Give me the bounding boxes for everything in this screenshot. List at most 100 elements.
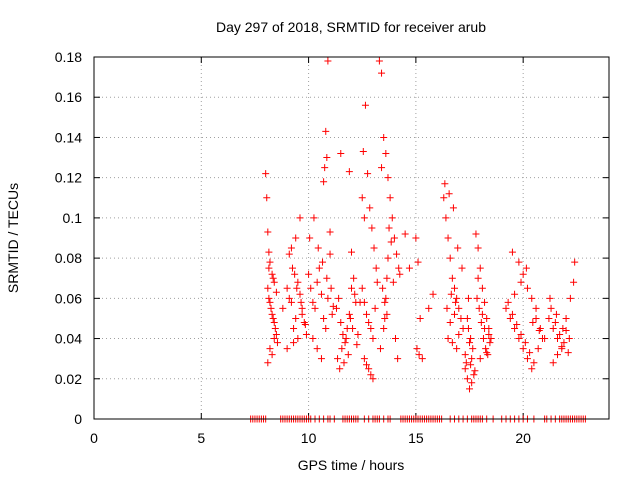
- data-point-marker: [453, 345, 461, 353]
- data-point-marker: [387, 238, 395, 246]
- data-point-marker: [519, 345, 527, 353]
- data-point-marker: [476, 264, 484, 272]
- data-point-marker: [391, 335, 399, 343]
- data-point-marker: [463, 375, 471, 383]
- y-tick-label: 0.18: [55, 49, 82, 65]
- data-point-marker: [337, 150, 345, 158]
- data-point-marker: [382, 150, 390, 158]
- data-point-marker: [504, 298, 512, 306]
- data-point-marker: [288, 264, 296, 272]
- data-point-marker: [382, 294, 390, 302]
- data-point-marker: [306, 234, 314, 242]
- data-point-marker: [396, 270, 404, 278]
- data-point-marker: [294, 278, 302, 286]
- data-point-marker: [487, 335, 495, 343]
- data-point-marker: [552, 310, 560, 318]
- data-point-marker: [508, 310, 516, 318]
- data-point-marker: [425, 304, 433, 312]
- data-point-marker: [320, 178, 328, 186]
- data-point-marker: [416, 314, 424, 322]
- data-point-marker: [273, 339, 281, 347]
- data-point-marker: [413, 345, 421, 353]
- data-point-marker: [272, 331, 280, 339]
- y-tick-label: 0.12: [55, 170, 82, 186]
- data-point-marker: [549, 325, 557, 332]
- x-tick-label: 10: [301, 430, 317, 446]
- data-point-marker: [262, 170, 270, 178]
- data-point-marker: [469, 345, 477, 353]
- data-point-marker: [441, 180, 449, 188]
- data-point-marker: [314, 244, 322, 252]
- data-point-marker: [378, 69, 386, 77]
- data-point-marker: [390, 234, 398, 242]
- data-point-marker: [384, 254, 392, 262]
- data-point-marker: [448, 274, 456, 282]
- data-point-marker: [335, 294, 343, 302]
- data-point-marker: [393, 250, 401, 258]
- data-point-marker: [547, 304, 555, 312]
- data-point-marker: [551, 318, 559, 326]
- data-point-marker: [513, 320, 521, 328]
- data-point-marker: [268, 270, 276, 278]
- data-point-marker: [328, 310, 336, 318]
- data-point-marker: [350, 274, 358, 282]
- data-point-marker: [287, 298, 295, 306]
- data-point-marker: [443, 304, 451, 312]
- data-point-marker: [324, 294, 332, 302]
- data-point-marker: [565, 335, 573, 343]
- data-point-marker: [279, 304, 287, 312]
- data-point-marker: [322, 127, 330, 135]
- data-point-marker: [485, 331, 493, 339]
- data-point-marker: [468, 355, 476, 363]
- data-point-marker: [272, 288, 280, 296]
- data-point-marker: [571, 258, 579, 266]
- data-point-marker: [559, 325, 567, 332]
- data-point-marker: [522, 264, 530, 272]
- data-point-marker: [454, 244, 462, 252]
- data-point-marker: [290, 325, 298, 332]
- data-point-marker: [519, 270, 527, 278]
- data-point-marker: [323, 154, 331, 162]
- data-point-marker: [307, 284, 315, 292]
- data-point-marker: [348, 284, 355, 292]
- data-point-marker: [370, 244, 378, 252]
- data-point-marker: [305, 270, 313, 278]
- data-point-marker: [457, 314, 465, 322]
- data-point-marker: [351, 290, 359, 298]
- data-point-marker: [475, 304, 483, 312]
- data-point-marker: [301, 320, 309, 328]
- data-point-marker: [452, 298, 460, 306]
- x-tick-labels: 0 5 10 15 20: [90, 430, 531, 446]
- data-point-marker: [476, 355, 484, 363]
- data-point-marker: [264, 359, 272, 367]
- data-point-marker: [345, 168, 353, 176]
- data-point-marker: [529, 318, 537, 326]
- data-point-marker: [302, 331, 310, 339]
- data-point-marker: [344, 351, 352, 359]
- data-point-marker: [415, 351, 423, 359]
- data-point-marker: [296, 290, 304, 298]
- data-point-marker: [556, 331, 564, 339]
- data-point-marker: [361, 101, 369, 109]
- data-point-marker: [364, 170, 372, 178]
- data-point-marker: [472, 230, 480, 238]
- data-point-marker: [477, 318, 485, 326]
- data-point-marker: [528, 294, 536, 302]
- data-point-marker: [468, 379, 476, 387]
- data-point-marker: [354, 331, 362, 339]
- data-point-marker: [378, 164, 386, 172]
- data-point-marker: [266, 298, 274, 306]
- data-point-marker: [386, 194, 394, 202]
- data-point-marker: [395, 264, 403, 272]
- data-point-marker: [481, 298, 489, 306]
- data-point-marker: [323, 274, 331, 282]
- data-point-marker: [471, 367, 479, 375]
- data-point-marker: [470, 371, 478, 379]
- data-point-marker: [517, 278, 525, 286]
- y-tick-label: 0.14: [55, 129, 82, 145]
- data-point-marker: [320, 314, 328, 322]
- data-point-marker: [554, 351, 561, 359]
- data-point-marker: [363, 310, 371, 318]
- data-point-marker: [508, 248, 516, 256]
- data-point-marker: [414, 258, 422, 266]
